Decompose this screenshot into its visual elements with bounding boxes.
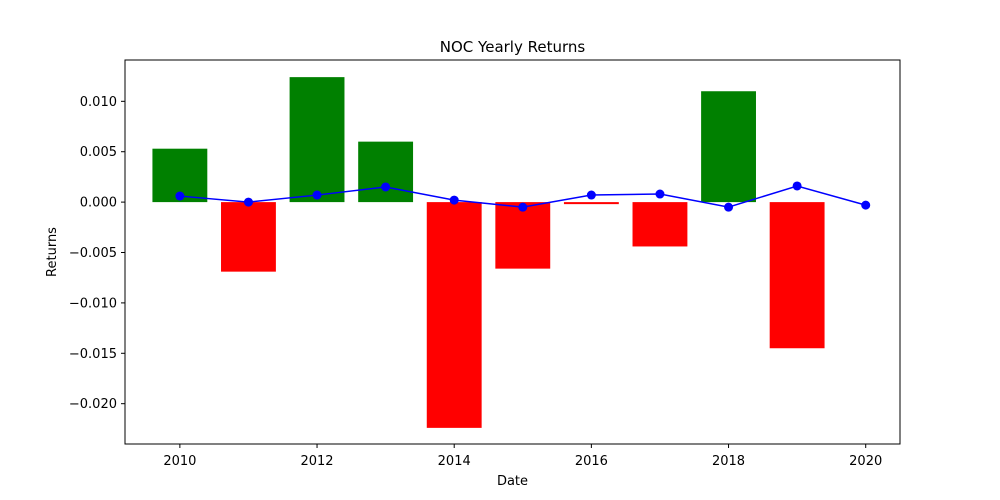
bar-2018 [701, 91, 756, 203]
y-axis: −0.020 −0.015 −0.010 −0.005 0.000 0.005 0.010 [69, 95, 125, 412]
y-tick-label-1: −0.015 [69, 347, 117, 362]
x-tick-label-2012: 2012 [300, 454, 333, 469]
x-tick-label-2020: 2020 [849, 454, 882, 469]
x-tick-label-2018: 2018 [712, 454, 745, 469]
line-point-2016 [586, 190, 596, 200]
x-tick-label-2016: 2016 [575, 454, 608, 469]
y-tick-label-4: 0.000 [80, 196, 117, 211]
bar-2013 [358, 141, 414, 203]
line-point-2018 [724, 202, 734, 212]
bar-2012 [289, 77, 345, 203]
bar-2016 [563, 202, 619, 205]
bar-2015 [495, 202, 551, 269]
line-point-2010 [175, 191, 185, 201]
bar-2011 [221, 202, 276, 272]
y-tick-label-0: −0.020 [69, 397, 117, 412]
y-tick-label-2: −0.010 [69, 296, 117, 311]
line-point-2013 [381, 182, 391, 192]
bars-group [152, 77, 825, 428]
x-axis-title: Date [497, 474, 528, 489]
x-tick-label-2010: 2010 [163, 454, 196, 469]
line-point-2011 [243, 197, 253, 207]
plot-frame [124, 59, 901, 445]
x-axis: 2010 2012 2014 2016 2018 2020 [163, 444, 882, 469]
bar-2017 [632, 202, 688, 247]
y-tick-label-3: −0.005 [69, 246, 117, 261]
line-point-2015 [518, 202, 528, 212]
bar-2014 [426, 202, 482, 428]
x-tick-label-2014: 2014 [438, 454, 471, 469]
bar-2019 [769, 202, 825, 349]
line-point-2017 [655, 189, 665, 199]
line-point-2012 [312, 190, 322, 200]
line-series-group [175, 181, 871, 212]
y-tick-label-5: 0.005 [80, 145, 117, 160]
line-point-2014 [449, 195, 459, 205]
y-tick-label-6: 0.010 [80, 95, 117, 110]
line-point-2020 [861, 200, 871, 210]
chart-title: NOC Yearly Returns [440, 38, 586, 56]
line-point-2019 [792, 181, 802, 191]
y-axis-title: Returns [45, 227, 60, 277]
